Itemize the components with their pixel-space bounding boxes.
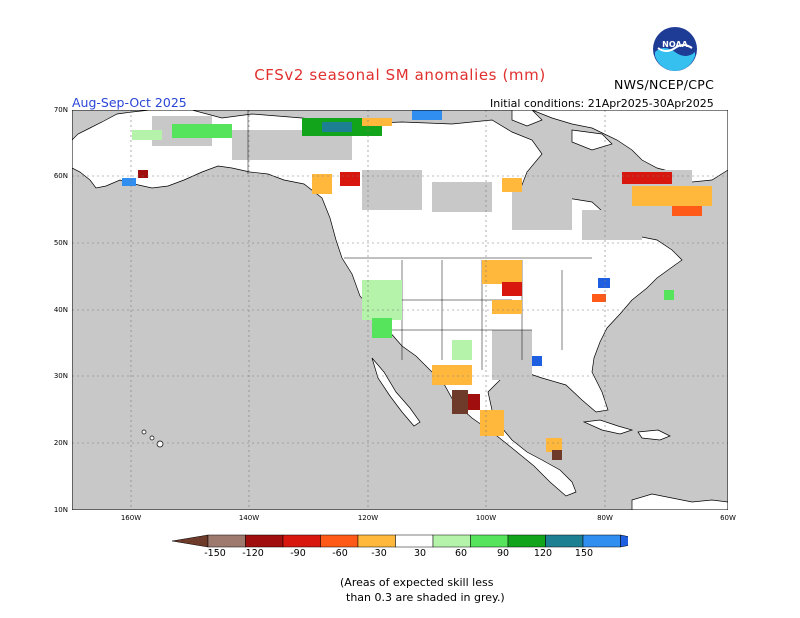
colorbar-label: 30 — [413, 548, 427, 559]
skill-note-line1: (Areas of expected skill less — [340, 576, 494, 589]
lon-label-120w: 120W — [357, 514, 379, 522]
colorbar-segment — [582, 534, 621, 548]
lon-label-160w: 160W — [120, 514, 142, 522]
colorbar-label: -30 — [371, 548, 387, 559]
colorbar-label: -120 — [242, 548, 264, 559]
skill-note: (Areas of expected skill less than 0.3 a… — [340, 575, 505, 605]
lon-label-100w: 100W — [475, 514, 497, 522]
logo-text: NOAA — [662, 40, 688, 49]
org-label: NWS/NCEP/CPC — [614, 77, 715, 92]
colorbar-segment — [545, 534, 584, 548]
colorbar-arrow-right — [620, 534, 628, 548]
colorbar-label: -60 — [332, 548, 348, 559]
colorbar-label: 120 — [533, 548, 553, 559]
soil-moisture-map — [72, 110, 728, 510]
colorbar-label: -150 — [204, 548, 226, 559]
colorbar-segment — [432, 534, 471, 548]
colorbar-label: 150 — [574, 548, 594, 559]
colorbar-segment — [320, 534, 359, 548]
colorbar-segment — [470, 534, 509, 548]
lon-label-140w: 140W — [238, 514, 260, 522]
lat-label-30n: 30N — [53, 372, 68, 380]
colorbar-segment — [357, 534, 396, 548]
noaa-logo-icon: NOAA — [653, 27, 697, 71]
initial-conditions-label: Initial conditions: 21Apr2025-30Apr2025 — [490, 97, 714, 110]
lat-label-50n: 50N — [53, 239, 68, 247]
lat-label-40n: 40N — [53, 306, 68, 314]
colorbar-label: 90 — [496, 548, 510, 559]
colorbar-segment — [507, 534, 546, 548]
colorbar — [172, 534, 628, 548]
lon-label-80w: 80W — [597, 514, 613, 522]
colorbar-label: 60 — [454, 548, 468, 559]
lon-label-60w: 60W — [720, 514, 736, 522]
lat-label-20n: 20N — [53, 439, 68, 447]
anomaly-cells — [122, 110, 712, 460]
lat-label-60n: 60N — [53, 172, 68, 180]
colorbar-arrow-left — [172, 534, 209, 548]
colorbar-segment — [282, 534, 321, 548]
map-title: CFSv2 seasonal SM anomalies (mm) — [254, 66, 546, 84]
colorbar-segment — [395, 534, 434, 548]
skill-note-line2: than 0.3 are shaded in grey.) — [346, 591, 505, 604]
lat-label-10n: 10N — [53, 506, 68, 514]
lat-label-70n: 70N — [53, 106, 68, 114]
season-label: Aug-Sep-Oct 2025 — [72, 95, 187, 110]
colorbar-segment — [245, 534, 284, 548]
lat-lon-grid — [72, 110, 728, 510]
colorbar-label: -90 — [290, 548, 306, 559]
colorbar-segment — [207, 534, 246, 548]
